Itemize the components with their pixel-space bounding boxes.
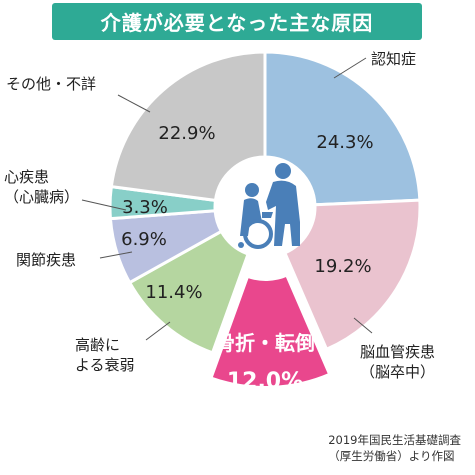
slice-value-4: 6.9% — [121, 229, 167, 250]
slice-value-highlight: 12.0% — [227, 369, 303, 394]
chart-title: 介護が必要となった主な原因 — [52, 3, 422, 40]
slice-category-4-line-0: 関節疾患 — [16, 251, 76, 269]
slice-value-1: 19.2% — [314, 256, 371, 277]
slice-category-6-line-0: その他・不詳 — [6, 75, 96, 93]
slice-2 — [207, 271, 333, 390]
leader-line-4 — [99, 251, 133, 259]
leader-line-1 — [353, 317, 373, 334]
slice-category-5-line-0: 心疾患 — [4, 168, 49, 186]
slice-value-5: 3.3% — [122, 197, 168, 218]
slice-label-highlight: 骨折・転倒 — [215, 331, 315, 355]
slice-1 — [282, 198, 422, 352]
slice-category-1-line-1: （脳卒中） — [360, 363, 435, 381]
slice-value-6: 22.9% — [158, 123, 215, 144]
leader-line-3 — [145, 321, 171, 341]
source-note: 2019年国民生活基礎調査 （厚生労働省）より作図 — [328, 432, 461, 464]
slice-0 — [263, 50, 422, 207]
slice-value-3: 11.4% — [145, 282, 202, 303]
slice-value-0: 24.3% — [316, 132, 373, 153]
slice-category-1-line-0: 脳血管疾患 — [360, 343, 435, 361]
leader-line-0 — [333, 57, 367, 79]
slice-category-0-line-0: 認知症 — [371, 50, 416, 68]
source-line-1: 2019年国民生活基礎調査 — [328, 433, 461, 447]
leader-line-6 — [117, 94, 151, 113]
slice-category-3-line-1: よる衰弱 — [75, 356, 135, 374]
slice-category-5-line-1: （心臓病） — [4, 188, 79, 206]
source-line-2: （厚生労働省）より作図 — [328, 449, 455, 463]
slice-category-3-line-0: 高齢に — [75, 336, 120, 354]
wheelchair-caregiver-icon — [238, 163, 300, 249]
leader-line-5 — [81, 199, 127, 211]
center-hole — [215, 157, 315, 257]
